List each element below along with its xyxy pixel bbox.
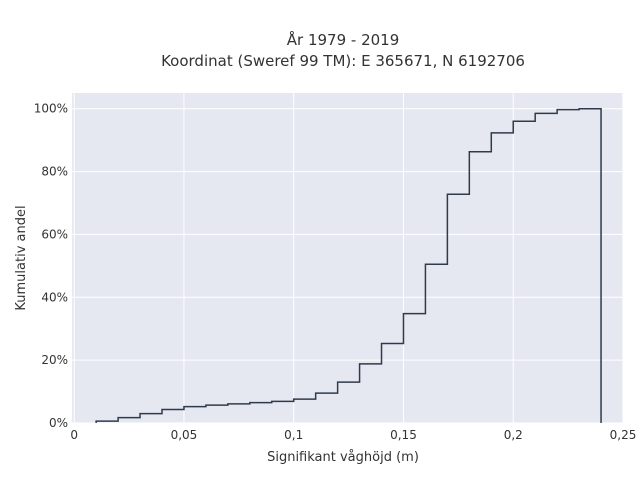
grid-lines [72,93,624,424]
x-tick-label: 0,2 [504,428,523,442]
y-tick-label: 40% [41,290,68,304]
plot-area [72,93,623,423]
y-tick-label: 100% [34,102,68,116]
y-tick-label: 80% [41,165,68,179]
chart-title: År 1979 - 2019 [287,30,400,49]
x-axis-ticks: 0 0,05 0,1 0,15 0,2 0,25 [70,428,636,442]
x-tick-label: 0,25 [610,428,637,442]
x-tick-label: 0,05 [171,428,198,442]
y-axis-label: Kumulativ andel [14,205,29,310]
y-tick-label: 60% [41,227,68,241]
x-tick-label: 0 [70,428,78,442]
y-tick-label: 0% [49,416,68,430]
x-tick-label: 0,15 [390,428,417,442]
x-tick-label: 0,1 [284,428,303,442]
series-step-line [95,107,602,423]
series-layer [95,107,602,423]
y-tick-label: 20% [41,353,68,367]
chart-subtitle: Koordinat (Sweref 99 TM): E 365671, N 61… [161,52,525,70]
y-axis-ticks: 0% 20% 40% 60% 80% 100% [34,102,68,430]
x-axis-label: Signifikant våghöjd (m) [267,450,419,465]
